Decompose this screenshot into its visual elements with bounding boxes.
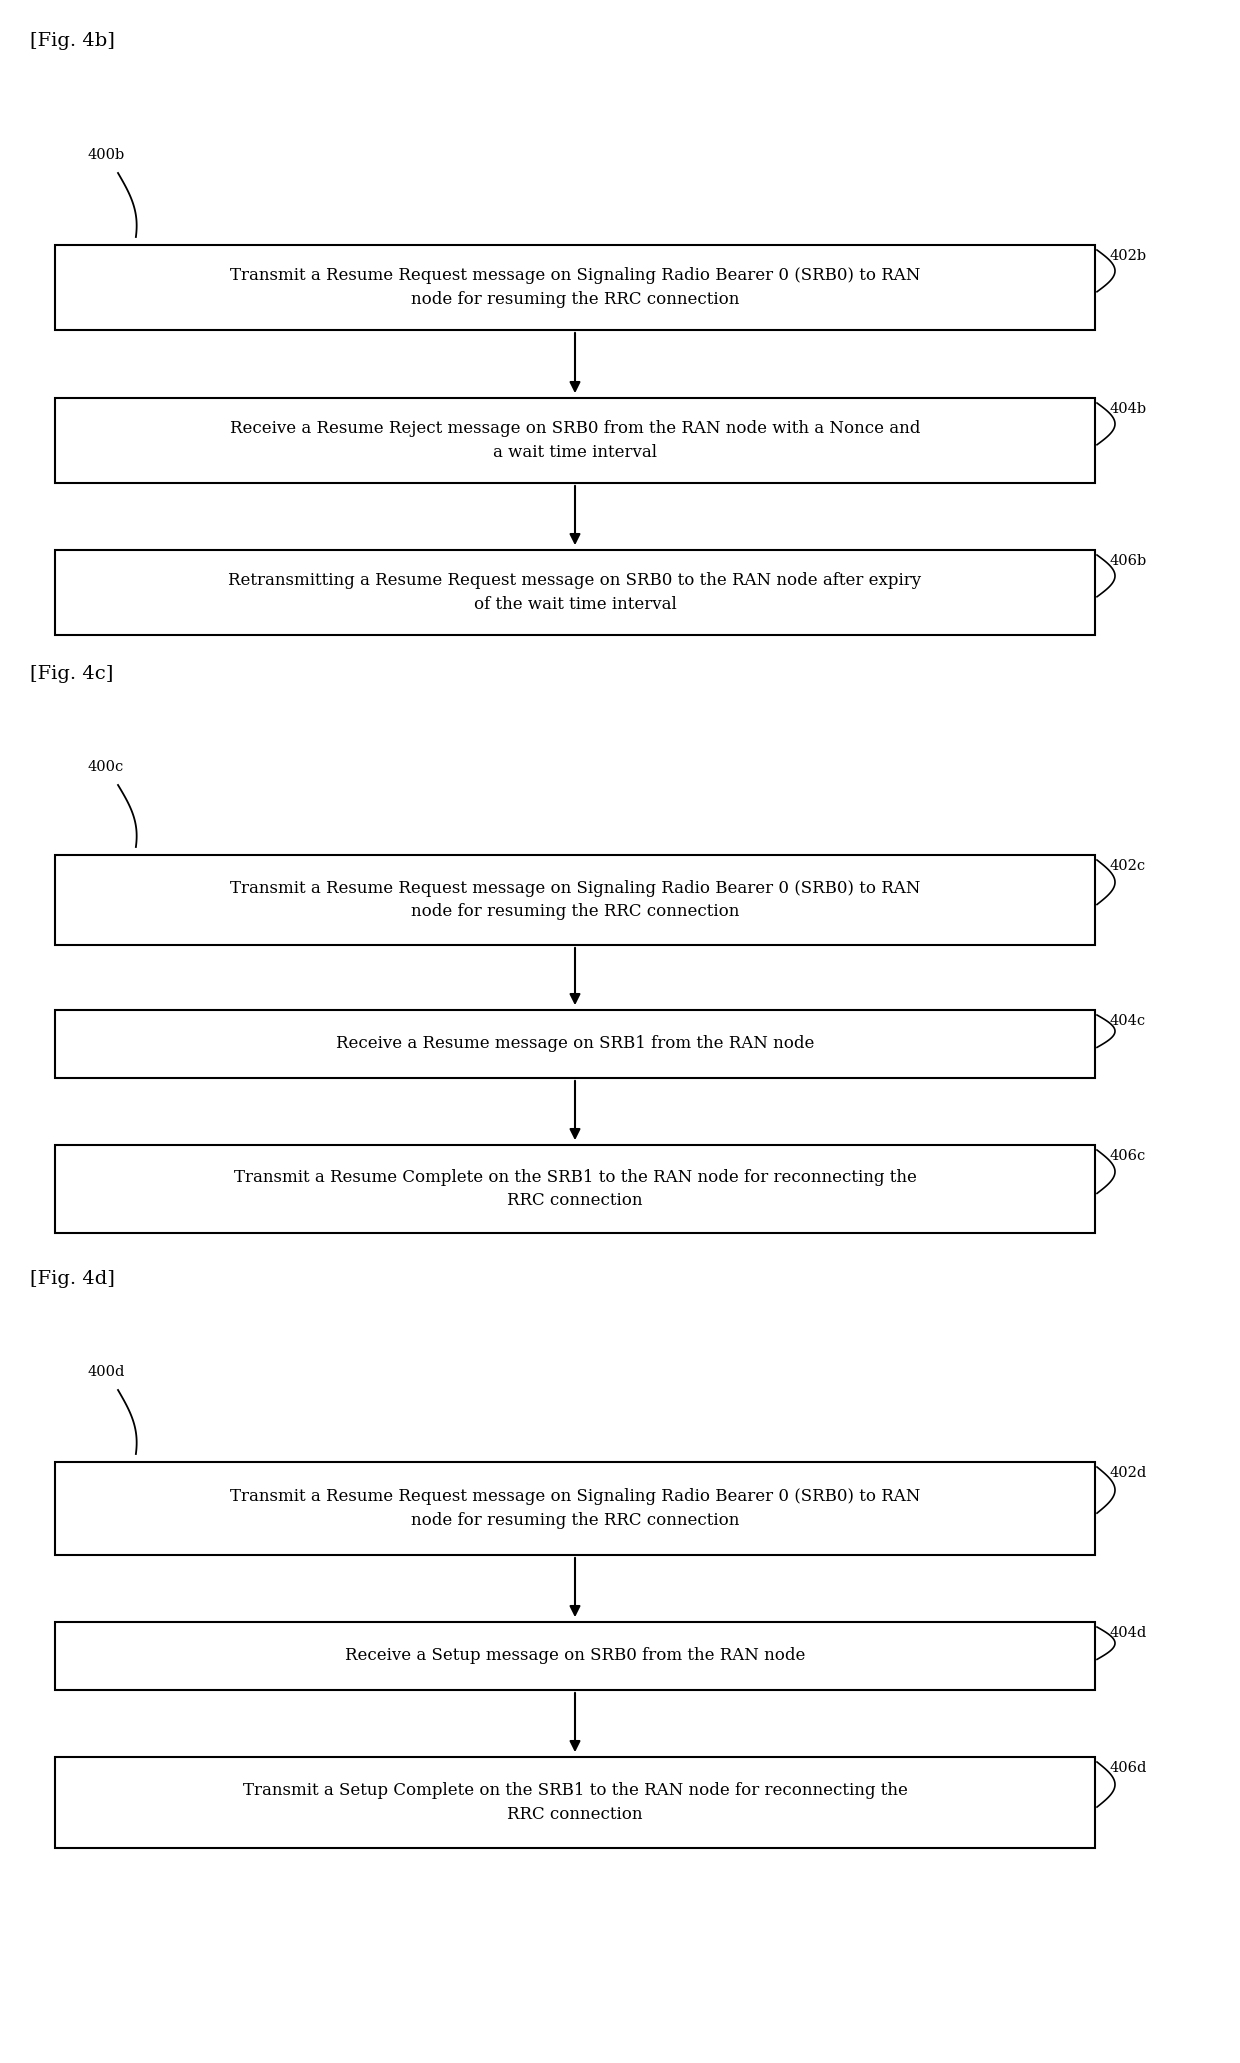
Text: 406c: 406c	[1110, 1149, 1146, 1164]
Text: Receive a Resume Reject message on SRB0 from the RAN node with a Nonce and
a wai: Receive a Resume Reject message on SRB0 …	[229, 421, 920, 460]
Bar	[55, 398, 1095, 483]
Text: 400d: 400d	[88, 1366, 125, 1378]
Bar	[55, 854, 1095, 945]
Text: Receive a Resume message on SRB1 from the RAN node: Receive a Resume message on SRB1 from th…	[336, 1036, 815, 1052]
Text: 402c: 402c	[1110, 858, 1146, 873]
Text: [Fig. 4c]: [Fig. 4c]	[30, 664, 113, 683]
Text: 400c: 400c	[88, 759, 124, 774]
Bar	[55, 1011, 1095, 1079]
Text: Retransmitting a Resume Request message on SRB0 to the RAN node after expiry
of : Retransmitting a Resume Request message …	[228, 571, 921, 613]
Text: Transmit a Setup Complete on the SRB1 to the RAN node for reconnecting the
RRC c: Transmit a Setup Complete on the SRB1 to…	[243, 1782, 908, 1824]
Text: 406b: 406b	[1110, 555, 1147, 567]
Text: Transmit a Resume Request message on Signaling Radio Bearer 0 (SRB0) to RAN
node: Transmit a Resume Request message on Sig…	[229, 268, 920, 307]
Text: Transmit a Resume Complete on the SRB1 to the RAN node for reconnecting the
RRC : Transmit a Resume Complete on the SRB1 t…	[233, 1170, 916, 1209]
Bar	[55, 1758, 1095, 1848]
Bar	[55, 551, 1095, 635]
Text: 400b: 400b	[88, 149, 125, 163]
Text: Receive a Setup message on SRB0 from the RAN node: Receive a Setup message on SRB0 from the…	[345, 1648, 805, 1665]
Text: 404b: 404b	[1110, 402, 1147, 417]
Text: 404d: 404d	[1110, 1626, 1147, 1640]
Text: [Fig. 4d]: [Fig. 4d]	[30, 1271, 115, 1287]
Text: 404c: 404c	[1110, 1015, 1146, 1027]
Text: 406d: 406d	[1110, 1762, 1147, 1774]
Text: Transmit a Resume Request message on Signaling Radio Bearer 0 (SRB0) to RAN
node: Transmit a Resume Request message on Sig…	[229, 1487, 920, 1529]
Bar	[55, 1463, 1095, 1556]
Text: 402d: 402d	[1110, 1467, 1147, 1479]
Text: 402b: 402b	[1110, 250, 1147, 262]
Text: [Fig. 4b]: [Fig. 4b]	[30, 33, 115, 50]
Text: Transmit a Resume Request message on Signaling Radio Bearer 0 (SRB0) to RAN
node: Transmit a Resume Request message on Sig…	[229, 879, 920, 920]
Bar	[55, 1622, 1095, 1690]
Bar	[55, 1145, 1095, 1234]
Bar	[55, 245, 1095, 330]
